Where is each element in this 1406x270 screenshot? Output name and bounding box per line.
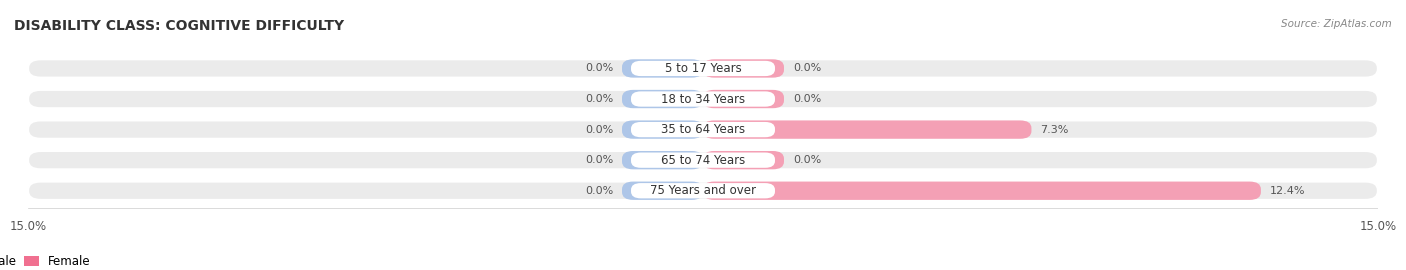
Text: 0.0%: 0.0% bbox=[793, 94, 821, 104]
FancyBboxPatch shape bbox=[703, 181, 1261, 200]
FancyBboxPatch shape bbox=[28, 59, 1378, 78]
Text: 65 to 74 Years: 65 to 74 Years bbox=[661, 154, 745, 167]
Text: 18 to 34 Years: 18 to 34 Years bbox=[661, 93, 745, 106]
FancyBboxPatch shape bbox=[631, 183, 775, 198]
FancyBboxPatch shape bbox=[703, 90, 785, 108]
Text: 0.0%: 0.0% bbox=[585, 186, 613, 196]
Text: 35 to 64 Years: 35 to 64 Years bbox=[661, 123, 745, 136]
FancyBboxPatch shape bbox=[631, 61, 775, 76]
FancyBboxPatch shape bbox=[703, 151, 785, 169]
FancyBboxPatch shape bbox=[631, 122, 775, 137]
FancyBboxPatch shape bbox=[703, 120, 1032, 139]
FancyBboxPatch shape bbox=[621, 59, 703, 78]
Text: 0.0%: 0.0% bbox=[585, 63, 613, 73]
Text: DISABILITY CLASS: COGNITIVE DIFFICULTY: DISABILITY CLASS: COGNITIVE DIFFICULTY bbox=[14, 19, 344, 33]
Text: 5 to 17 Years: 5 to 17 Years bbox=[665, 62, 741, 75]
FancyBboxPatch shape bbox=[28, 90, 1378, 108]
Text: Source: ZipAtlas.com: Source: ZipAtlas.com bbox=[1281, 19, 1392, 29]
Text: 0.0%: 0.0% bbox=[585, 155, 613, 165]
FancyBboxPatch shape bbox=[621, 181, 703, 200]
Text: 12.4%: 12.4% bbox=[1270, 186, 1305, 196]
FancyBboxPatch shape bbox=[621, 120, 703, 139]
FancyBboxPatch shape bbox=[28, 120, 1378, 139]
Text: 0.0%: 0.0% bbox=[585, 94, 613, 104]
FancyBboxPatch shape bbox=[621, 90, 703, 108]
Text: 0.0%: 0.0% bbox=[793, 63, 821, 73]
FancyBboxPatch shape bbox=[703, 59, 785, 78]
FancyBboxPatch shape bbox=[28, 181, 1378, 200]
Text: 7.3%: 7.3% bbox=[1040, 124, 1069, 135]
Text: 0.0%: 0.0% bbox=[793, 155, 821, 165]
Text: 75 Years and over: 75 Years and over bbox=[650, 184, 756, 197]
Legend: Male, Female: Male, Female bbox=[0, 250, 96, 270]
FancyBboxPatch shape bbox=[631, 153, 775, 168]
Text: 0.0%: 0.0% bbox=[585, 124, 613, 135]
FancyBboxPatch shape bbox=[28, 151, 1378, 169]
FancyBboxPatch shape bbox=[621, 151, 703, 169]
FancyBboxPatch shape bbox=[631, 91, 775, 107]
